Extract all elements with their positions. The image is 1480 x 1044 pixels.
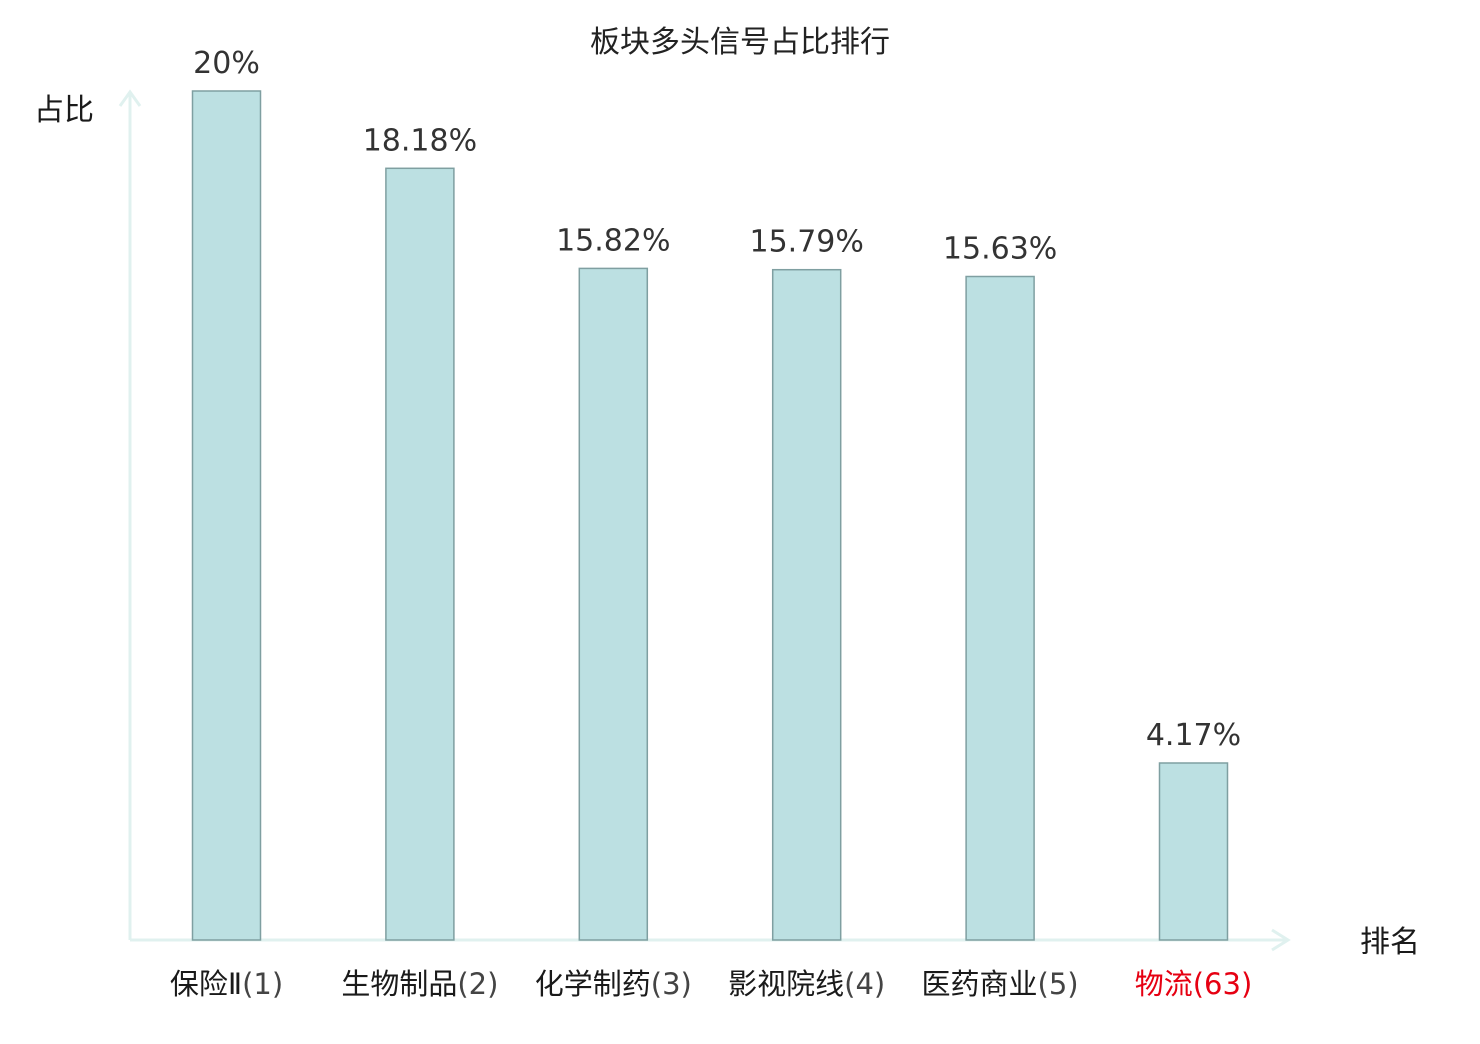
- x-axis-arrow: [1271, 928, 1291, 952]
- category-name: 生物制品: [341, 967, 457, 1001]
- bar: [771, 268, 842, 941]
- category-label: 保险Ⅱ(1): [170, 967, 283, 1001]
- bar: [191, 90, 262, 941]
- category-rank: (2): [457, 967, 498, 1001]
- category-label: 物流(63): [1135, 967, 1253, 1001]
- bar-value-label: 15.63%: [943, 232, 1057, 267]
- axes: [118, 89, 1291, 952]
- y-axis-arrow: [118, 89, 142, 107]
- category-label: 化学制药(3): [535, 967, 692, 1001]
- chart-title: 板块多头信号占比排行: [590, 25, 890, 60]
- category-label: 影视院线(4): [728, 967, 885, 1001]
- category-rank: (4): [844, 967, 885, 1001]
- category-rank: (63): [1193, 967, 1253, 1001]
- category-name: 物流: [1135, 967, 1193, 1001]
- category-name: 保险Ⅱ: [170, 967, 242, 1001]
- category-label: 生物制品(2): [341, 967, 498, 1001]
- bar-value-label: 15.79%: [750, 225, 864, 260]
- category-name: 影视院线: [728, 967, 844, 1001]
- category-labels-group: 保险Ⅱ(1) 生物制品(2) 化学制药(3) 影视院线(4) 医药商业(5) 物流(63): [170, 967, 1252, 1001]
- x-axis-label: 排名: [1360, 925, 1420, 960]
- bar-value-label: 20%: [193, 46, 260, 81]
- bars-group: [191, 90, 1229, 941]
- category-rank: (3): [651, 967, 692, 1001]
- bar: [965, 275, 1035, 941]
- category-name: 化学制药: [535, 967, 651, 1001]
- category-label: 医药商业(5): [922, 967, 1079, 1001]
- category-rank: (5): [1038, 967, 1079, 1001]
- bar-value-label: 4.17%: [1146, 718, 1241, 753]
- bar: [1158, 762, 1229, 941]
- y-axis-label: 占比: [34, 93, 94, 128]
- bar-value-label: 15.82%: [556, 223, 670, 258]
- bar: [578, 267, 649, 941]
- category-rank: (1): [242, 967, 283, 1001]
- category-name: 医药商业: [922, 967, 1038, 1001]
- bar: [385, 167, 455, 941]
- value-labels-group: 20% 18.18% 15.82% 15.79% 15.63% 4.17%: [193, 46, 1241, 753]
- bar-value-label: 18.18%: [363, 123, 477, 158]
